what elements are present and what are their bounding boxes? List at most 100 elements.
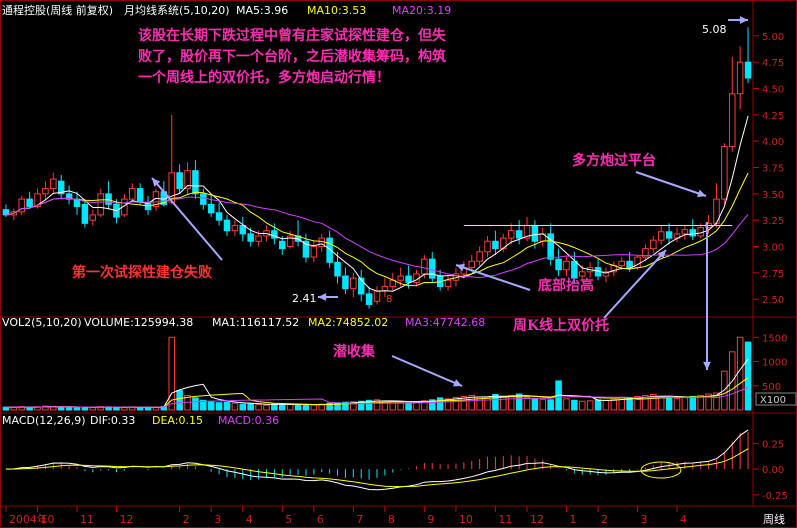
volume-bar <box>492 393 499 411</box>
high-price-label: 5.08 <box>702 23 727 36</box>
vol-ma3: MA3:47742.68 <box>405 316 485 329</box>
time-tick-label: 10 <box>459 513 473 526</box>
time-tick-label: 3 <box>641 513 648 526</box>
volume-bar <box>468 394 476 411</box>
moving-average-lines <box>5 115 749 292</box>
candle-body <box>681 229 689 235</box>
volume-bar <box>405 402 412 411</box>
vol-tick-label: 500 <box>762 382 781 393</box>
arrow-platform-head <box>697 189 706 198</box>
volume-bar <box>207 400 215 411</box>
volume-bar <box>531 397 539 411</box>
time-tick-label: 9 <box>427 513 434 526</box>
volume-bar <box>436 397 444 411</box>
time-tick-label: 4 <box>246 513 253 526</box>
volume-bar <box>634 395 641 411</box>
event-marker: 8 <box>386 294 392 305</box>
arrow-double-support-head <box>657 250 666 259</box>
volume-bar <box>247 403 254 411</box>
candle-body <box>507 230 515 239</box>
candle-body <box>255 235 262 242</box>
price-tick-label: 3.00 <box>762 243 784 254</box>
ma10-line <box>5 172 749 287</box>
arrow-platform <box>635 171 707 197</box>
macd-axis: 0.25 0.00 -0.25 <box>753 439 788 502</box>
volume-bar <box>665 397 673 411</box>
volume-bar <box>697 394 704 411</box>
price-tick-label: 4.25 <box>762 111 784 122</box>
volume-bar <box>255 404 262 411</box>
annotation-line-2: 败了，股价再下一个台阶，之后潜收集筹码，构筑 <box>138 48 446 65</box>
candle-body <box>215 212 223 221</box>
candle-body <box>350 277 357 290</box>
volume-bar <box>642 394 649 411</box>
time-tick-label: 6 <box>317 513 324 526</box>
volume-bar <box>42 405 49 411</box>
vol-label: VOL2(5,10,20) <box>2 316 82 329</box>
time-tick-label: 2 <box>183 513 190 526</box>
volume-bar <box>744 341 752 411</box>
candle-body <box>302 240 310 258</box>
volume-bar <box>571 399 578 411</box>
ma-system-label: 月均线系统(5,10,20) <box>124 3 230 17</box>
ma5-value: MA5:3.96 <box>236 4 288 17</box>
candle-body <box>665 231 673 239</box>
annotation-arrows <box>151 16 748 387</box>
arrow-first-test-head <box>152 178 161 187</box>
time-tick-label: 8 <box>388 513 395 526</box>
time-tick-label: 10 <box>41 513 55 526</box>
candle-body <box>279 240 286 250</box>
volume-bar <box>547 399 554 411</box>
dif-line <box>5 429 749 491</box>
vol-ma20-line <box>5 387 749 408</box>
candle-body <box>42 188 49 195</box>
macd-dif: DIF:0.33 <box>90 414 135 427</box>
candle-body <box>184 170 191 190</box>
main-annotation: 该股在长期下跌过程中曾有庄家试探性建仓，但失 败了，股价再下一个台阶，之后潜收集… <box>138 27 447 86</box>
arrow-bottom-rise-head <box>456 263 465 272</box>
volume-bar <box>223 401 231 411</box>
candle-body <box>342 275 349 290</box>
candle-body <box>626 260 633 269</box>
price-tick-label: 3.25 <box>762 216 784 227</box>
candle-body <box>602 271 610 277</box>
volume-bar <box>421 400 428 411</box>
candle-body <box>405 275 412 283</box>
volume-bar <box>689 395 697 411</box>
volume-bar <box>602 399 610 411</box>
candle-body <box>721 145 728 200</box>
volume-bar <box>429 399 436 411</box>
candle-body <box>579 271 586 277</box>
volume-bar <box>200 399 207 411</box>
volume-bar <box>152 407 160 411</box>
candle-body <box>105 193 112 205</box>
macd-histogram <box>13 431 749 480</box>
volume-bar <box>500 395 507 411</box>
vol-ma2: MA2:74852.02 <box>308 316 388 329</box>
candle-body <box>129 188 136 200</box>
volume-bar <box>239 403 247 411</box>
arrow-high-head <box>739 16 748 24</box>
volume-bar <box>342 401 349 411</box>
arrow-accumulate <box>391 355 463 387</box>
price-tick-label: 4.00 <box>762 137 784 148</box>
candle-body <box>89 214 97 221</box>
macd-dea: DEA:0.15 <box>152 414 203 427</box>
volume-bar <box>594 399 602 411</box>
volume-bar <box>310 404 318 411</box>
annotation-accumulate: 潜收集 <box>333 343 376 360</box>
candle-body <box>429 258 436 279</box>
volume-bar <box>10 406 18 411</box>
candle-body <box>81 203 89 224</box>
volume-bar <box>57 406 65 411</box>
price-tick-label: 3.75 <box>762 164 784 175</box>
time-tick-label: 5 <box>285 513 292 526</box>
candle-body <box>650 239 657 250</box>
macd-tick-label: 0.25 <box>762 439 784 450</box>
candle-body <box>444 279 452 288</box>
annotation-line-1: 该股在长期下跌过程中曾有庄家试探性建仓，但失 <box>138 27 447 44</box>
volume-bar <box>523 396 531 411</box>
candle-body <box>381 286 389 292</box>
volume-bar <box>26 407 33 411</box>
